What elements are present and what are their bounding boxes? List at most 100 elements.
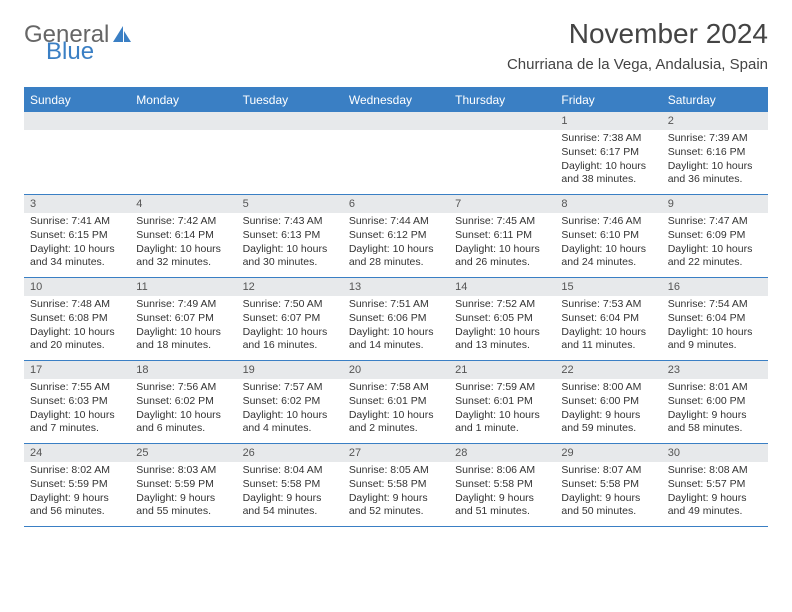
day-cell: 28 Sunrise: 8:06 AMSunset: 5:58 PMDayligh… <box>449 444 555 526</box>
day-cell: 15 Sunrise: 7:53 AMSunset: 6:04 PMDayligh… <box>555 278 661 360</box>
day-number: 28 <box>449 444 555 462</box>
month-title: November 2024 <box>507 18 768 50</box>
day-cell: 25 Sunrise: 8:03 AMSunset: 5:59 PMDayligh… <box>130 444 236 526</box>
empty-day-band <box>130 112 236 130</box>
day-details: Sunrise: 8:01 AMSunset: 6:00 PMDaylight:… <box>662 381 768 436</box>
empty-day-band <box>449 112 555 130</box>
title-block: November 2024 Churriana de la Vega, Anda… <box>507 18 768 73</box>
day-details: Sunrise: 7:45 AMSunset: 6:11 PMDaylight:… <box>449 215 555 270</box>
day-details: Sunrise: 7:48 AMSunset: 6:08 PMDaylight:… <box>24 298 130 353</box>
day-number: 7 <box>449 195 555 213</box>
day-cell: 29Sunrise: 8:07 AMSunset: 5:58 PMDayligh… <box>555 444 661 526</box>
day-number: 2 <box>662 112 768 130</box>
day-cell: 1Sunrise: 7:38 AMSunset: 6:17 PMDaylight… <box>555 112 661 194</box>
day-details: Sunrise: 8:04 AMSunset: 5:58 PMDaylight:… <box>237 464 343 519</box>
logo-text-blue: Blue <box>46 41 133 64</box>
day-details: Sunrise: 7:58 AMSunset: 6:01 PMDaylight:… <box>343 381 449 436</box>
day-cell: 6Sunrise: 7:44 AMSunset: 6:12 PMDaylight… <box>343 195 449 277</box>
day-cell: 10 Sunrise: 7:48 AMSunset: 6:08 PMDayligh… <box>24 278 130 360</box>
day-details: Sunrise: 7:49 AMSunset: 6:07 PMDaylight:… <box>130 298 236 353</box>
empty-day-band <box>237 112 343 130</box>
day-cell: 11Sunrise: 7:49 AMSunset: 6:07 PMDayligh… <box>130 278 236 360</box>
calendar-grid: SundayMondayTuesdayWednesdayThursdayFrid… <box>24 87 768 527</box>
day-number: 23 <box>662 361 768 379</box>
day-details: Sunrise: 7:53 AMSunset: 6:04 PMDaylight:… <box>555 298 661 353</box>
weekday-header: Tuesday <box>237 89 343 111</box>
day-details: Sunrise: 7:38 AMSunset: 6:17 PMDaylight:… <box>555 132 661 187</box>
day-number: 22 <box>555 361 661 379</box>
day-number: 25 <box>130 444 236 462</box>
day-number: 20 <box>343 361 449 379</box>
day-details: Sunrise: 7:41 AMSunset: 6:15 PMDaylight:… <box>24 215 130 270</box>
day-cell <box>24 112 130 194</box>
day-cell: 4 Sunrise: 7:42 AMSunset: 6:14 PMDaylight… <box>130 195 236 277</box>
logo: General Blue <box>24 18 133 64</box>
day-cell <box>343 112 449 194</box>
day-cell <box>449 112 555 194</box>
day-number: 8 <box>555 195 661 213</box>
day-number: 21 <box>449 361 555 379</box>
calendar-bottom-border <box>24 526 768 527</box>
day-details: Sunrise: 7:46 AMSunset: 6:10 PMDaylight:… <box>555 215 661 270</box>
day-details: Sunrise: 7:59 AMSunset: 6:01 PMDaylight:… <box>449 381 555 436</box>
day-number: 9 <box>662 195 768 213</box>
day-details: Sunrise: 7:57 AMSunset: 6:02 PMDaylight:… <box>237 381 343 436</box>
day-cell: 2 Sunrise: 7:39 AMSunset: 6:16 PMDaylight… <box>662 112 768 194</box>
calendar-page: General Blue November 2024 Churriana de … <box>0 0 792 543</box>
day-number: 10 <box>24 278 130 296</box>
weeks-container: 1Sunrise: 7:38 AMSunset: 6:17 PMDaylight… <box>24 111 768 526</box>
day-details: Sunrise: 7:54 AMSunset: 6:04 PMDaylight:… <box>662 298 768 353</box>
week-row: 3Sunrise: 7:41 AMSunset: 6:15 PMDaylight… <box>24 194 768 277</box>
day-cell: 18Sunrise: 7:56 AMSunset: 6:02 PMDayligh… <box>130 361 236 443</box>
day-cell: 21 Sunrise: 7:59 AMSunset: 6:01 PMDayligh… <box>449 361 555 443</box>
day-cell: 3Sunrise: 7:41 AMSunset: 6:15 PMDaylight… <box>24 195 130 277</box>
day-number: 27 <box>343 444 449 462</box>
day-cell: 16 Sunrise: 7:54 AMSunset: 6:04 PMDayligh… <box>662 278 768 360</box>
day-number: 13 <box>343 278 449 296</box>
day-details: Sunrise: 8:02 AMSunset: 5:59 PMDaylight:… <box>24 464 130 519</box>
weekday-header: Sunday <box>24 89 130 111</box>
day-number: 29 <box>555 444 661 462</box>
day-details: Sunrise: 8:03 AMSunset: 5:59 PMDaylight:… <box>130 464 236 519</box>
day-details: Sunrise: 7:50 AMSunset: 6:07 PMDaylight:… <box>237 298 343 353</box>
week-row: 17Sunrise: 7:55 AMSunset: 6:03 PMDayligh… <box>24 360 768 443</box>
day-cell: 22Sunrise: 8:00 AMSunset: 6:00 PMDayligh… <box>555 361 661 443</box>
day-number: 16 <box>662 278 768 296</box>
header: General Blue November 2024 Churriana de … <box>24 18 768 73</box>
day-number: 4 <box>130 195 236 213</box>
weekday-header-row: SundayMondayTuesdayWednesdayThursdayFrid… <box>24 87 768 111</box>
day-number: 15 <box>555 278 661 296</box>
day-cell <box>130 112 236 194</box>
week-row: 24 Sunrise: 8:02 AMSunset: 5:59 PMDayligh… <box>24 443 768 526</box>
day-cell: 26Sunrise: 8:04 AMSunset: 5:58 PMDayligh… <box>237 444 343 526</box>
day-details: Sunrise: 7:55 AMSunset: 6:03 PMDaylight:… <box>24 381 130 436</box>
day-number: 30 <box>662 444 768 462</box>
day-cell: 7 Sunrise: 7:45 AMSunset: 6:11 PMDaylight… <box>449 195 555 277</box>
day-details: Sunrise: 7:44 AMSunset: 6:12 PMDaylight:… <box>343 215 449 270</box>
day-number: 5 <box>237 195 343 213</box>
day-details: Sunrise: 8:08 AMSunset: 5:57 PMDaylight:… <box>662 464 768 519</box>
day-cell: 23 Sunrise: 8:01 AMSunset: 6:00 PMDayligh… <box>662 361 768 443</box>
day-details: Sunrise: 7:51 AMSunset: 6:06 PMDaylight:… <box>343 298 449 353</box>
week-row: 1Sunrise: 7:38 AMSunset: 6:17 PMDaylight… <box>24 111 768 194</box>
day-cell: 13 Sunrise: 7:51 AMSunset: 6:06 PMDayligh… <box>343 278 449 360</box>
week-row: 10 Sunrise: 7:48 AMSunset: 6:08 PMDayligh… <box>24 277 768 360</box>
day-cell: 20 Sunrise: 7:58 AMSunset: 6:01 PMDayligh… <box>343 361 449 443</box>
day-details: Sunrise: 8:06 AMSunset: 5:58 PMDaylight:… <box>449 464 555 519</box>
day-number: 24 <box>24 444 130 462</box>
day-details: Sunrise: 7:56 AMSunset: 6:02 PMDaylight:… <box>130 381 236 436</box>
location-text: Churriana de la Vega, Andalusia, Spain <box>507 56 768 73</box>
day-details: Sunrise: 7:39 AMSunset: 6:16 PMDaylight:… <box>662 132 768 187</box>
day-cell: 24 Sunrise: 8:02 AMSunset: 5:59 PMDayligh… <box>24 444 130 526</box>
day-number: 12 <box>237 278 343 296</box>
day-details: Sunrise: 7:42 AMSunset: 6:14 PMDaylight:… <box>130 215 236 270</box>
weekday-header: Monday <box>130 89 236 111</box>
weekday-header: Friday <box>555 89 661 111</box>
day-details: Sunrise: 7:43 AMSunset: 6:13 PMDaylight:… <box>237 215 343 270</box>
day-cell: 19 Sunrise: 7:57 AMSunset: 6:02 PMDayligh… <box>237 361 343 443</box>
empty-day-band <box>24 112 130 130</box>
day-cell: 5 Sunrise: 7:43 AMSunset: 6:13 PMDaylight… <box>237 195 343 277</box>
day-number: 19 <box>237 361 343 379</box>
day-cell: 14Sunrise: 7:52 AMSunset: 6:05 PMDayligh… <box>449 278 555 360</box>
day-cell: 27Sunrise: 8:05 AMSunset: 5:58 PMDayligh… <box>343 444 449 526</box>
